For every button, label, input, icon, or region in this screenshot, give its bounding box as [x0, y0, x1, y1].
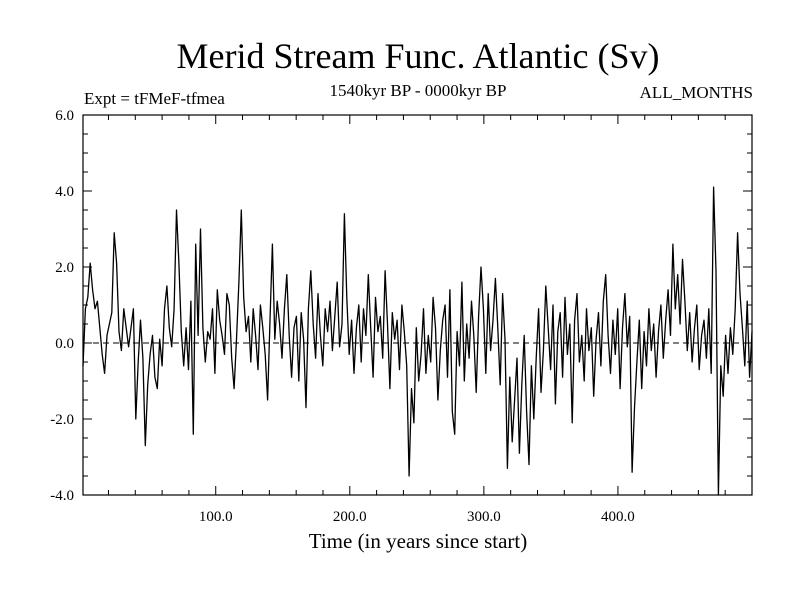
y-tick-label: -2.0 [50, 412, 74, 428]
axis-layer: -4.0 -2.0 0.0 2.0 4.0 6.0 100.0 200.0 300.0 400.0 [50, 108, 752, 525]
y-tick-label: -4.0 [50, 488, 74, 504]
y-tick-label: 2.0 [55, 260, 74, 276]
y-tick-label: 4.0 [55, 184, 74, 200]
chart-subtitle-center: 1540kyr BP - 0000kyr BP [329, 81, 507, 100]
y-tick-label: 6.0 [55, 108, 74, 124]
chart-subtitle-left: Expt = tFMeF-tfmea [84, 89, 225, 108]
chart-subtitle-right: ALL_MONTHS [639, 83, 753, 102]
x-tick-label: 400.0 [601, 509, 635, 525]
x-tick-label: 200.0 [333, 509, 367, 525]
x-tick-label: 300.0 [467, 509, 501, 525]
series-line [82, 186, 753, 496]
plot-frame [82, 114, 753, 496]
series-layer [82, 186, 753, 496]
chart-title: Merid Stream Func. Atlantic (Sv) [176, 36, 660, 76]
x-tick-label: 100.0 [199, 509, 233, 525]
x-axis-label: Time (in years since start) [308, 529, 528, 553]
y-tick-label: 0.0 [55, 336, 74, 352]
